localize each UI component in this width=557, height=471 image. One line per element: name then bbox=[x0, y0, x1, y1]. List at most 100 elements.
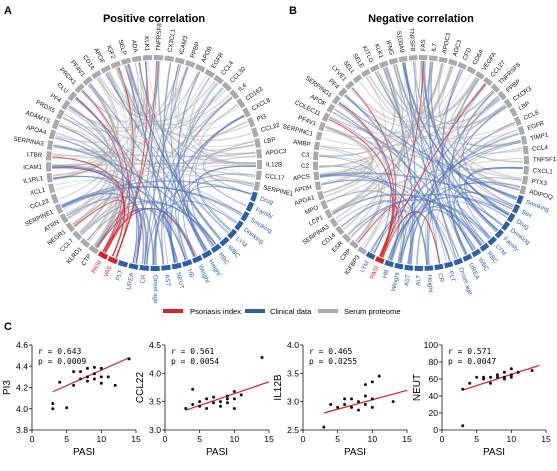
chord-link bbox=[337, 103, 515, 140]
legend-swatch-proteome bbox=[318, 309, 338, 313]
chord-label-ltbr: LTBR bbox=[27, 151, 43, 159]
chord-label-ifng: IFNG bbox=[384, 40, 395, 56]
chord-arc-il1rl1 bbox=[46, 172, 53, 183]
chord-label-tnfsf13b: TNFSF13B bbox=[533, 156, 557, 164]
x-tick-label: 10 bbox=[97, 434, 107, 444]
chord-link bbox=[59, 124, 119, 247]
chord-arc-serpina3 bbox=[46, 140, 54, 151]
chord-arc-onset-age bbox=[150, 265, 160, 271]
chord-label-fas: FAS bbox=[420, 39, 427, 51]
data-point bbox=[51, 401, 55, 405]
chord-link bbox=[470, 147, 522, 191]
chord-arc-s100a9 bbox=[398, 55, 408, 63]
chord-arc-alt bbox=[414, 265, 424, 271]
y-tick-label: 3.5 bbox=[287, 368, 299, 378]
chord-link bbox=[427, 61, 458, 259]
chord-arc-sex bbox=[511, 203, 521, 214]
chord-label-pf4: PF4 bbox=[49, 92, 63, 104]
chord-arc-ast bbox=[404, 264, 414, 271]
chord-diagram-negative: PASILYMIGFBP3CRPESRCD14SERPINA3LCP1MPOAP… bbox=[282, 28, 557, 297]
y-tick-label: 40 bbox=[428, 391, 438, 401]
chord-arc-aoc3 bbox=[448, 58, 458, 67]
chord-link bbox=[369, 139, 521, 252]
chord-arc-ccl17 bbox=[255, 170, 262, 181]
chord-arc-cd6a bbox=[466, 66, 477, 75]
chord-link bbox=[143, 66, 189, 265]
chord-arc-pf4 bbox=[338, 87, 348, 98]
chord-link bbox=[413, 61, 440, 264]
data-point bbox=[65, 406, 69, 410]
chord-arc-il4 bbox=[229, 89, 240, 100]
chord-link bbox=[469, 167, 523, 207]
data-point bbox=[356, 400, 360, 404]
chord-arc-rbc bbox=[479, 242, 490, 252]
chord-arc-c2 bbox=[313, 161, 319, 171]
chord-arc-crp bbox=[349, 239, 359, 250]
chord-arc-ppbp bbox=[497, 90, 507, 101]
chord-link bbox=[60, 180, 252, 206]
chord-label-lym: LYM bbox=[235, 236, 249, 249]
data-point bbox=[99, 375, 103, 379]
data-point bbox=[106, 375, 110, 379]
chord-arc-kitlg bbox=[369, 64, 380, 73]
chord-link bbox=[324, 63, 443, 139]
x-tick-label: 0 bbox=[163, 434, 168, 444]
data-point bbox=[495, 373, 499, 377]
x-axis-label: PASI bbox=[206, 447, 228, 458]
chord-label-pasi: PASI bbox=[90, 259, 103, 275]
chord-label-wbc: WBC bbox=[476, 257, 490, 273]
chord-arc-colec11 bbox=[321, 112, 331, 123]
chord-link bbox=[197, 96, 254, 147]
chord-link bbox=[58, 87, 224, 139]
y-tick-label: 4.0 bbox=[16, 404, 28, 414]
chord-link bbox=[319, 171, 375, 214]
chord-link bbox=[72, 197, 121, 247]
data-point bbox=[502, 370, 506, 374]
chord-arc-cd14 bbox=[335, 225, 345, 236]
x-tick-label: 10 bbox=[230, 434, 240, 444]
chord-arc-cr bbox=[434, 263, 444, 271]
data-point bbox=[212, 395, 216, 399]
chord-label-klk1: KLK1 bbox=[373, 43, 385, 60]
chord-label-vas: VAS bbox=[102, 265, 113, 279]
legend-swatch-psoriasis bbox=[163, 309, 183, 313]
chord-label-urea: UREA bbox=[126, 271, 136, 290]
data-point bbox=[205, 406, 209, 410]
r-value: r = 0.561 bbox=[171, 347, 215, 356]
chord-link bbox=[391, 133, 519, 261]
y-tick-label: 3.0 bbox=[287, 397, 299, 407]
chord-link bbox=[68, 66, 188, 129]
chord-arc-height bbox=[424, 265, 434, 271]
chord-arc-apob bbox=[194, 63, 206, 73]
chord-link bbox=[103, 67, 134, 253]
chord-link bbox=[105, 72, 229, 234]
chord-label-c3: C3 bbox=[301, 151, 310, 159]
chord-arc-plt bbox=[117, 260, 129, 268]
chord-arc-lcp1 bbox=[324, 209, 333, 219]
legend-swatch-clinical bbox=[245, 309, 265, 313]
chord-arc-atrn bbox=[59, 213, 69, 224]
y-axis-label: IL12B bbox=[273, 374, 284, 400]
chord-arc-egfr bbox=[517, 125, 526, 136]
data-point bbox=[205, 397, 209, 401]
chord-link bbox=[53, 71, 200, 179]
chord-label-aoc3: AOC3 bbox=[452, 39, 464, 58]
chord-label-sex: Sex bbox=[520, 209, 533, 220]
chord-link bbox=[196, 190, 243, 223]
chord-link bbox=[53, 175, 140, 264]
data-point bbox=[461, 424, 465, 428]
r-value: r = 0.465 bbox=[309, 347, 353, 356]
x-tick-label: 10 bbox=[507, 434, 517, 444]
chord-arc-timp1 bbox=[520, 135, 528, 145]
x-tick-label: 0 bbox=[440, 434, 445, 444]
chord-link bbox=[87, 60, 158, 241]
chord-label-il12b: IL12B bbox=[266, 161, 282, 168]
chord-label-il4: IL4 bbox=[237, 82, 249, 93]
chord-label-hb: HB bbox=[381, 269, 390, 279]
chord-label-il1rl1: IL1RL1 bbox=[23, 175, 44, 185]
chord-label-xcl1: XCL1 bbox=[29, 186, 46, 197]
data-point bbox=[218, 400, 222, 404]
data-point bbox=[509, 375, 513, 379]
chord-label-apoh: APOH bbox=[294, 184, 313, 195]
chord-label-c2: C2 bbox=[301, 163, 310, 170]
